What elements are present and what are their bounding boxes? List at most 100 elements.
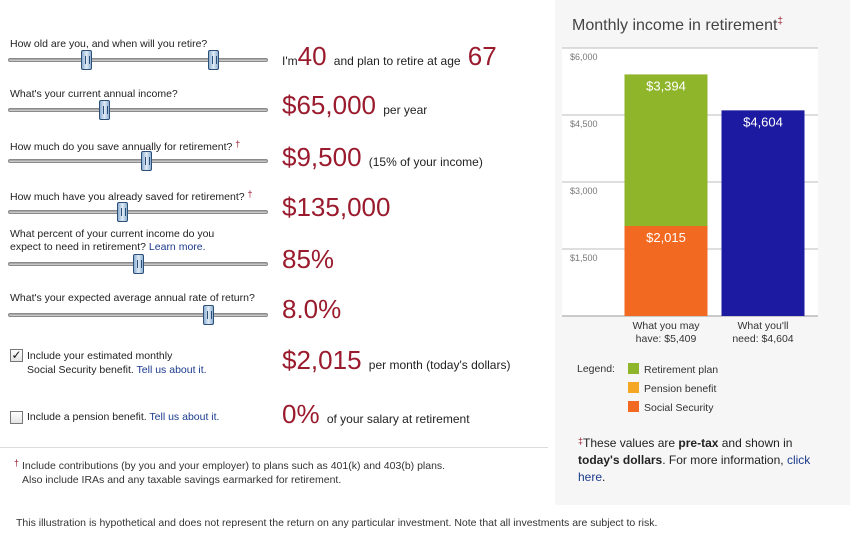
- footnote: † Include contributions (by you and your…: [14, 456, 445, 487]
- legend-swatch-retirement-plan: [628, 363, 639, 374]
- category-label-line2: need: $4,604: [732, 333, 793, 345]
- social-security-checkbox[interactable]: ✓: [10, 348, 23, 362]
- saved-question-label: How much have you already saved for reti…: [10, 188, 253, 204]
- save-slider-handle[interactable]: [140, 151, 152, 171]
- rate-question-label: What's your expected average annual rate…: [10, 292, 255, 304]
- bar-need: [721, 110, 805, 316]
- pension-checkbox[interactable]: [10, 411, 23, 424]
- y-tick-label: $3,000: [570, 186, 598, 196]
- pension-summary: 0% of your salary at retirement: [282, 400, 470, 433]
- pension-suffix: of your salary at retirement: [326, 412, 470, 426]
- learn-more-link[interactable]: Learn more.: [148, 241, 206, 253]
- save-summary: $9,500 (15% of your income): [282, 143, 483, 176]
- save-slider[interactable]: [8, 151, 268, 171]
- income-slider[interactable]: [8, 100, 268, 120]
- current-age-slider-handle[interactable]: [81, 50, 92, 70]
- legend-item-retirement-plan: Retirement plan: [628, 363, 718, 377]
- legend-item-social-security: Social Security: [628, 401, 713, 415]
- percent-value: 85%: [282, 244, 335, 274]
- income-slider-handle[interactable]: [99, 100, 111, 120]
- disclaimer: This illustration is hypothetical and do…: [16, 517, 658, 529]
- legend-swatch-social-security: [628, 401, 639, 412]
- slider-track: [8, 58, 268, 62]
- percent-slider[interactable]: [8, 254, 268, 274]
- current-age-value: 40: [297, 41, 327, 71]
- y-tick-label: $1,500: [570, 253, 598, 263]
- save-suffix: (15% of your income): [368, 155, 483, 169]
- slider-track: [8, 108, 268, 112]
- chart-title: Monthly income in retirement‡: [572, 16, 783, 35]
- legend-text-retirement-plan: Retirement plan: [644, 364, 719, 376]
- chart-title-mark: ‡: [777, 16, 783, 27]
- note-bold-pretax: pre-tax: [678, 436, 719, 450]
- pension-value: 0%: [282, 399, 320, 429]
- bar-social-security: [624, 225, 708, 316]
- social-security-label-text: Social Security benefit.: [27, 364, 134, 376]
- social-security-value: $2,015: [282, 345, 362, 375]
- saved-dagger: †: [247, 189, 253, 199]
- rate-summary: 8.0%: [282, 295, 341, 323]
- footnote-divider: [0, 447, 548, 448]
- save-dagger: †: [235, 139, 241, 149]
- bar-retirement-plan-label: $3,394: [646, 78, 686, 93]
- percent-slider-handle[interactable]: [133, 254, 144, 274]
- footnote-line1-text: Include contributions (by you and your e…: [21, 460, 446, 472]
- age-text-mid: and plan to retire at age: [333, 54, 461, 68]
- y-tick-label: $6,000: [570, 52, 598, 62]
- bar-retirement-plan: [624, 74, 708, 226]
- category-label-line1: What you may: [632, 320, 700, 332]
- legend-text-social-security: Social Security: [644, 402, 714, 414]
- note-bold-todays-dollars: today's dollars: [578, 453, 663, 467]
- social-security-tell-us-link[interactable]: Tell us about it.: [136, 364, 207, 376]
- y-tick-label: $4,500: [570, 119, 598, 129]
- retire-age-slider-handle[interactable]: [208, 50, 220, 70]
- footnote-line2: Also include IRAs and any taxable saving…: [22, 474, 342, 486]
- saved-slider[interactable]: [8, 202, 268, 222]
- note-mid: and shown in: [718, 436, 793, 450]
- social-security-label-line2: Social Security benefit. Tell us about i…: [27, 363, 207, 377]
- saved-slider-handle[interactable]: [117, 202, 129, 222]
- income-summary: $65,000 per year: [282, 91, 427, 124]
- percent-question-label: What percent of your current income do y…: [10, 228, 214, 254]
- percent-summary: 85%: [282, 245, 334, 273]
- retire-age-value: 67: [467, 41, 497, 71]
- rate-slider-handle[interactable]: [203, 305, 215, 325]
- pension-tell-us-link[interactable]: Tell us about it.: [149, 411, 220, 423]
- save-question-label: How much do you save annually for retire…: [10, 138, 240, 154]
- pre-tax-note: ‡These values are pre-tax and shown in t…: [578, 433, 818, 486]
- social-security-label-line1: Include your estimated monthly: [27, 350, 173, 362]
- percent-question-line2: expect to need in retirement? Learn more…: [10, 241, 214, 254]
- category-label-line2: have: $5,409: [636, 333, 697, 345]
- note-end: .: [602, 470, 606, 484]
- saved-summary: $135,000: [282, 193, 390, 221]
- legend-swatch-pension-benefit: [628, 382, 639, 393]
- pension-label: Include a pension benefit. Tell us about…: [27, 410, 219, 424]
- age-question-label: How old are you, and when will you retir…: [10, 38, 208, 50]
- click-here-link[interactable]: click here: [578, 453, 811, 484]
- save-value: $9,500: [282, 142, 362, 172]
- income-chart: $6,000 $4,500 $3,000 $1,500 $2,015 $3,394 $4,6…: [562, 47, 818, 345]
- rate-value: 8.0%: [282, 294, 342, 324]
- note-post: . For more information,: [662, 453, 787, 467]
- note-mark: ‡: [578, 436, 584, 446]
- bar-social-security-label: $2,015: [646, 230, 686, 245]
- pension-label-text: Include a pension benefit.: [27, 411, 147, 423]
- legend-text-pension-benefit: Pension benefit: [644, 383, 717, 395]
- footnote-line1: † Include contributions (by you and your…: [14, 456, 445, 473]
- income-question-label: What's your current annual income?: [10, 88, 178, 100]
- percent-question-text: expect to need in retirement?: [10, 241, 146, 253]
- age-summary: I'm40 and plan to retire at age 67: [282, 42, 497, 75]
- category-label-line1: What you'll: [737, 320, 788, 332]
- social-security-summary: $2,015 per month (today's dollars): [282, 346, 510, 379]
- save-question-text: How much do you save annually for retire…: [10, 141, 233, 153]
- income-suffix: per year: [383, 103, 428, 117]
- rate-slider[interactable]: [8, 305, 268, 325]
- social-security-label: Include your estimated monthly Social Se…: [27, 349, 207, 377]
- note-pre: These values are: [583, 436, 679, 450]
- percent-question-line1: What percent of your current income do y…: [10, 228, 215, 240]
- slider-track: [8, 313, 268, 317]
- age-slider[interactable]: [8, 50, 268, 70]
- social-security-suffix: per month (today's dollars): [368, 358, 511, 372]
- chart-title-text: Monthly income in retirement: [572, 17, 778, 34]
- slider-track: [8, 159, 268, 163]
